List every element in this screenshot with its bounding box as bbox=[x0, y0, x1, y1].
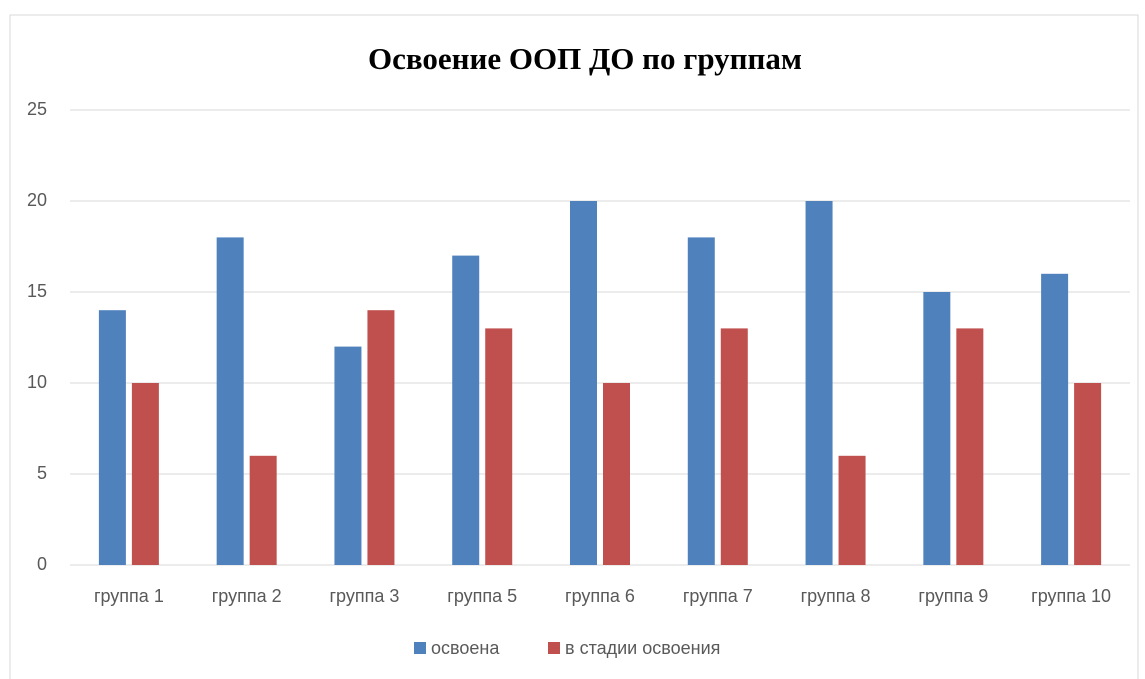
bar bbox=[452, 255, 480, 565]
bar bbox=[720, 328, 748, 565]
legend-swatch bbox=[548, 642, 560, 654]
bar bbox=[603, 383, 630, 565]
bar bbox=[367, 310, 395, 565]
bar bbox=[923, 292, 951, 565]
bar bbox=[334, 346, 362, 565]
bar bbox=[570, 201, 597, 565]
legend-swatch bbox=[414, 642, 426, 654]
bar bbox=[1074, 383, 1102, 565]
x-tick-label: группа 5 bbox=[447, 586, 517, 606]
bar bbox=[687, 237, 715, 565]
bar bbox=[838, 455, 866, 565]
bar bbox=[485, 328, 513, 565]
legend-label: в стадии освоения bbox=[565, 638, 720, 658]
x-tick-label: группа 1 bbox=[94, 586, 164, 606]
bar bbox=[98, 310, 126, 565]
x-tick-label: группа 7 bbox=[683, 586, 753, 606]
y-tick-label: 10 bbox=[27, 372, 47, 392]
x-tick-label: группа 8 bbox=[801, 586, 871, 606]
x-tick-label: группа 3 bbox=[329, 586, 399, 606]
chart-title: Освоение ООП ДО по группам bbox=[368, 41, 802, 76]
bar bbox=[956, 328, 984, 565]
x-tick-label: группа 2 bbox=[212, 586, 282, 606]
legend-label: освоена bbox=[431, 638, 500, 658]
y-tick-label: 0 bbox=[37, 554, 47, 574]
y-tick-label: 15 bbox=[27, 281, 47, 301]
bar bbox=[805, 201, 833, 565]
y-tick-label: 5 bbox=[37, 463, 47, 483]
bar bbox=[1041, 273, 1069, 565]
x-tick-label: группа 10 bbox=[1031, 586, 1111, 606]
y-tick-label: 20 bbox=[27, 190, 47, 210]
y-tick-label: 25 bbox=[27, 99, 47, 119]
bar bbox=[216, 237, 244, 565]
x-tick-label: группа 9 bbox=[918, 586, 988, 606]
bar bbox=[131, 383, 159, 565]
x-tick-label: группа 6 bbox=[565, 586, 635, 606]
bar bbox=[249, 455, 277, 565]
